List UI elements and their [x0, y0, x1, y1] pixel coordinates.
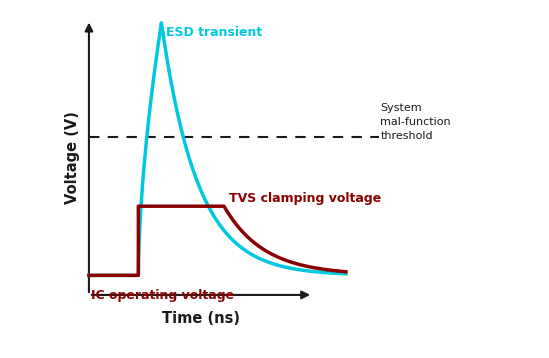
- Text: System
mal-function
threshold: System mal-function threshold: [380, 103, 451, 141]
- Text: Time (ns): Time (ns): [162, 311, 240, 326]
- Text: IC operating voltage: IC operating voltage: [91, 289, 234, 302]
- Text: TVS clamping voltage: TVS clamping voltage: [229, 192, 381, 205]
- Text: Voltage (V): Voltage (V): [65, 111, 80, 204]
- Text: ESD transient: ESD transient: [166, 26, 262, 39]
